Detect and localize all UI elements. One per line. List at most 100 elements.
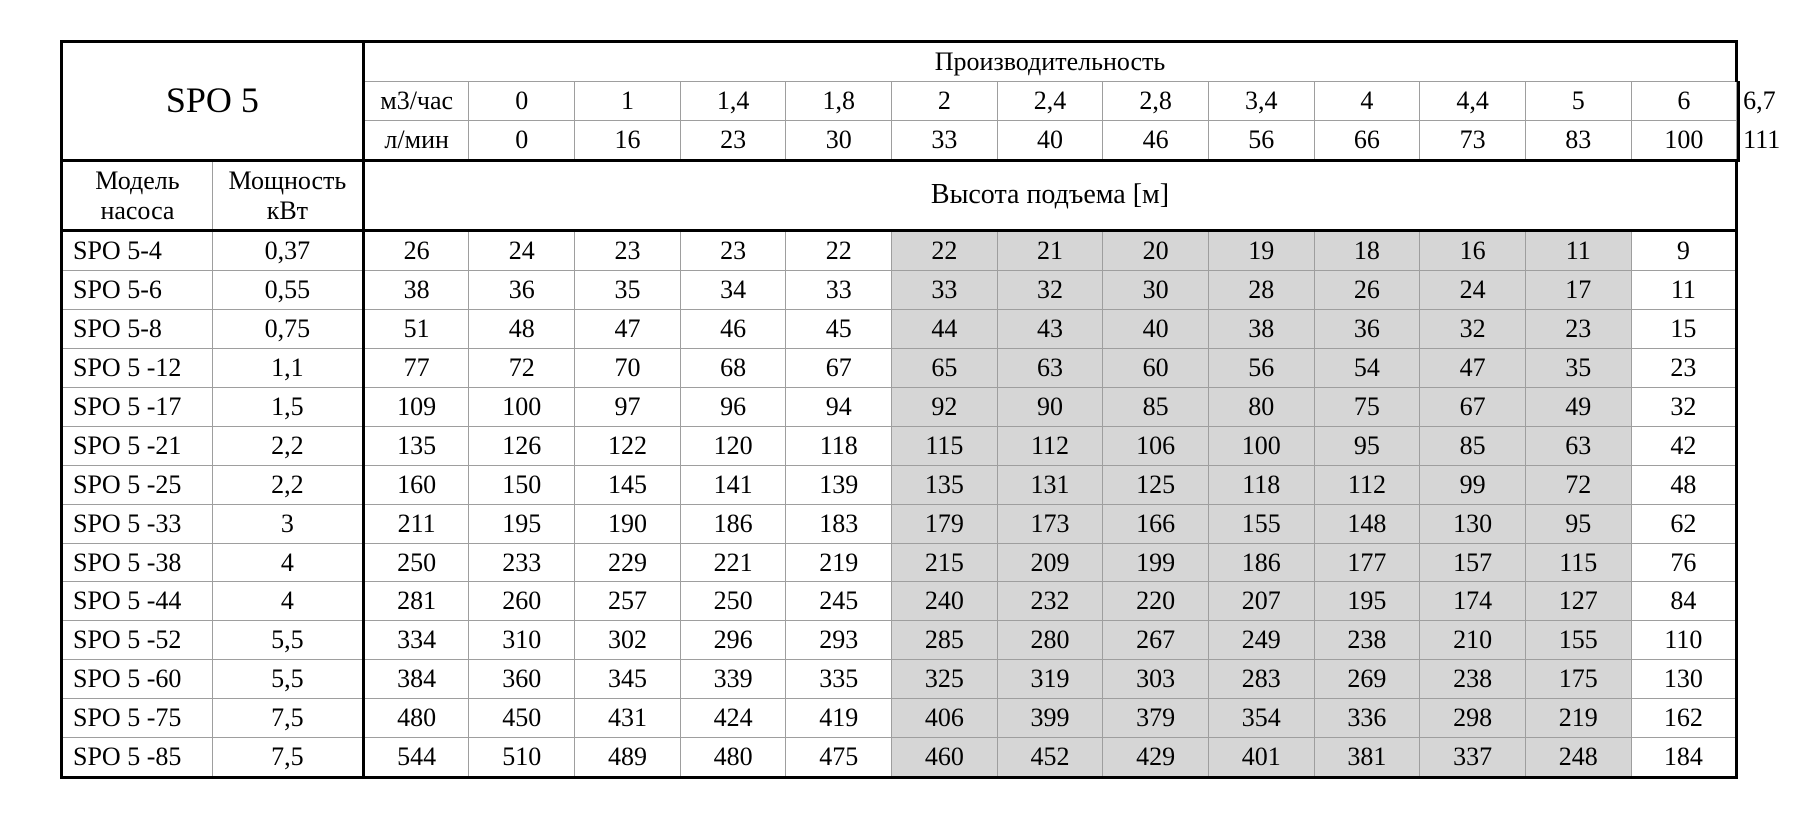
data-cell: 183 — [786, 504, 892, 543]
data-cell: 97 — [575, 388, 681, 427]
data-cell: 20 — [1103, 231, 1209, 271]
unit-lmin-value: 33 — [892, 120, 998, 160]
data-cell: 145 — [575, 465, 681, 504]
data-cell: 233 — [469, 543, 575, 582]
data-cell: 267 — [1103, 621, 1209, 660]
data-cell: 96 — [680, 388, 786, 427]
data-cell: 429 — [1103, 738, 1209, 778]
unit-m3h-value: 2,4 — [997, 81, 1103, 120]
model-cell: SPO 5 -25 — [62, 465, 213, 504]
data-cell: 33 — [892, 271, 998, 310]
data-cell: 43 — [997, 310, 1103, 349]
data-cell: 173 — [997, 504, 1103, 543]
data-cell: 334 — [363, 621, 469, 660]
unit-m3h-value: 1,4 — [680, 81, 786, 120]
unit-m3h-value: 4,4 — [1420, 81, 1526, 120]
data-cell: 296 — [680, 621, 786, 660]
data-cell: 379 — [1103, 699, 1209, 738]
data-cell: 118 — [1208, 465, 1314, 504]
data-cell: 219 — [1525, 699, 1631, 738]
data-cell: 345 — [575, 660, 681, 699]
model-cell: SPO 5 -21 — [62, 426, 213, 465]
power-cell: 0,37 — [212, 231, 363, 271]
data-cell: 85 — [1103, 388, 1209, 427]
unit-lmin-value: 111 — [1737, 120, 1739, 160]
data-cell: 122 — [575, 426, 681, 465]
data-cell: 100 — [469, 388, 575, 427]
data-cell: 32 — [1631, 388, 1737, 427]
data-cell: 489 — [575, 738, 681, 778]
data-cell: 22 — [786, 231, 892, 271]
data-cell: 11 — [1525, 231, 1631, 271]
data-cell: 480 — [680, 738, 786, 778]
data-cell: 115 — [1525, 543, 1631, 582]
power-header: МощностькВт — [212, 160, 363, 231]
data-cell: 281 — [363, 582, 469, 621]
data-cell: 131 — [997, 465, 1103, 504]
model-cell: SPO 5 -60 — [62, 660, 213, 699]
data-cell: 510 — [469, 738, 575, 778]
model-cell: SPO 5 -85 — [62, 738, 213, 778]
data-cell: 310 — [469, 621, 575, 660]
data-cell: 199 — [1103, 543, 1209, 582]
data-cell: 120 — [680, 426, 786, 465]
data-cell: 34 — [680, 271, 786, 310]
data-cell: 186 — [1208, 543, 1314, 582]
power-cell: 2,2 — [212, 426, 363, 465]
power-cell: 1,1 — [212, 349, 363, 388]
data-cell: 22 — [892, 231, 998, 271]
power-cell: 3 — [212, 504, 363, 543]
data-cell: 250 — [680, 582, 786, 621]
data-cell: 401 — [1208, 738, 1314, 778]
model-cell: SPO 5 -12 — [62, 349, 213, 388]
data-cell: 130 — [1631, 660, 1737, 699]
data-cell: 68 — [680, 349, 786, 388]
data-cell: 72 — [469, 349, 575, 388]
data-cell: 11 — [1631, 271, 1737, 310]
model-cell: SPO 5-4 — [62, 231, 213, 271]
data-cell: 67 — [786, 349, 892, 388]
data-cell: 106 — [1103, 426, 1209, 465]
unit-lmin-value: 40 — [997, 120, 1103, 160]
data-cell: 160 — [363, 465, 469, 504]
data-cell: 60 — [1103, 349, 1209, 388]
data-cell: 215 — [892, 543, 998, 582]
power-cell: 1,5 — [212, 388, 363, 427]
data-cell: 211 — [363, 504, 469, 543]
data-cell: 70 — [575, 349, 681, 388]
unit-lmin-label: л/мин — [363, 120, 469, 160]
data-cell: 36 — [1314, 310, 1420, 349]
data-cell: 100 — [1208, 426, 1314, 465]
unit-m3h-value: 6,7 — [1737, 81, 1739, 120]
data-cell: 139 — [786, 465, 892, 504]
model-cell: SPO 5-6 — [62, 271, 213, 310]
data-cell: 238 — [1420, 660, 1526, 699]
data-cell: 112 — [997, 426, 1103, 465]
data-cell: 77 — [363, 349, 469, 388]
data-cell: 115 — [892, 426, 998, 465]
model-cell: SPO 5 -44 — [62, 582, 213, 621]
data-cell: 141 — [680, 465, 786, 504]
power-cell: 7,5 — [212, 738, 363, 778]
data-cell: 16 — [1420, 231, 1526, 271]
unit-lmin-value: 16 — [575, 120, 681, 160]
power-cell: 2,2 — [212, 465, 363, 504]
unit-m3h-value: 2,8 — [1103, 81, 1209, 120]
unit-m3h-value: 1 — [575, 81, 681, 120]
data-cell: 220 — [1103, 582, 1209, 621]
data-cell: 47 — [1420, 349, 1526, 388]
data-cell: 303 — [1103, 660, 1209, 699]
data-cell: 336 — [1314, 699, 1420, 738]
data-cell: 450 — [469, 699, 575, 738]
data-cell: 21 — [997, 231, 1103, 271]
data-cell: 219 — [786, 543, 892, 582]
pump-spec-table: SPO 5Производительностьм3/час011,41,822,… — [60, 40, 1740, 779]
data-cell: 90 — [997, 388, 1103, 427]
data-cell: 283 — [1208, 660, 1314, 699]
data-cell: 26 — [1314, 271, 1420, 310]
data-cell: 80 — [1208, 388, 1314, 427]
data-cell: 36 — [469, 271, 575, 310]
data-cell: 195 — [1314, 582, 1420, 621]
data-cell: 110 — [1631, 621, 1737, 660]
unit-lmin-value: 73 — [1420, 120, 1526, 160]
